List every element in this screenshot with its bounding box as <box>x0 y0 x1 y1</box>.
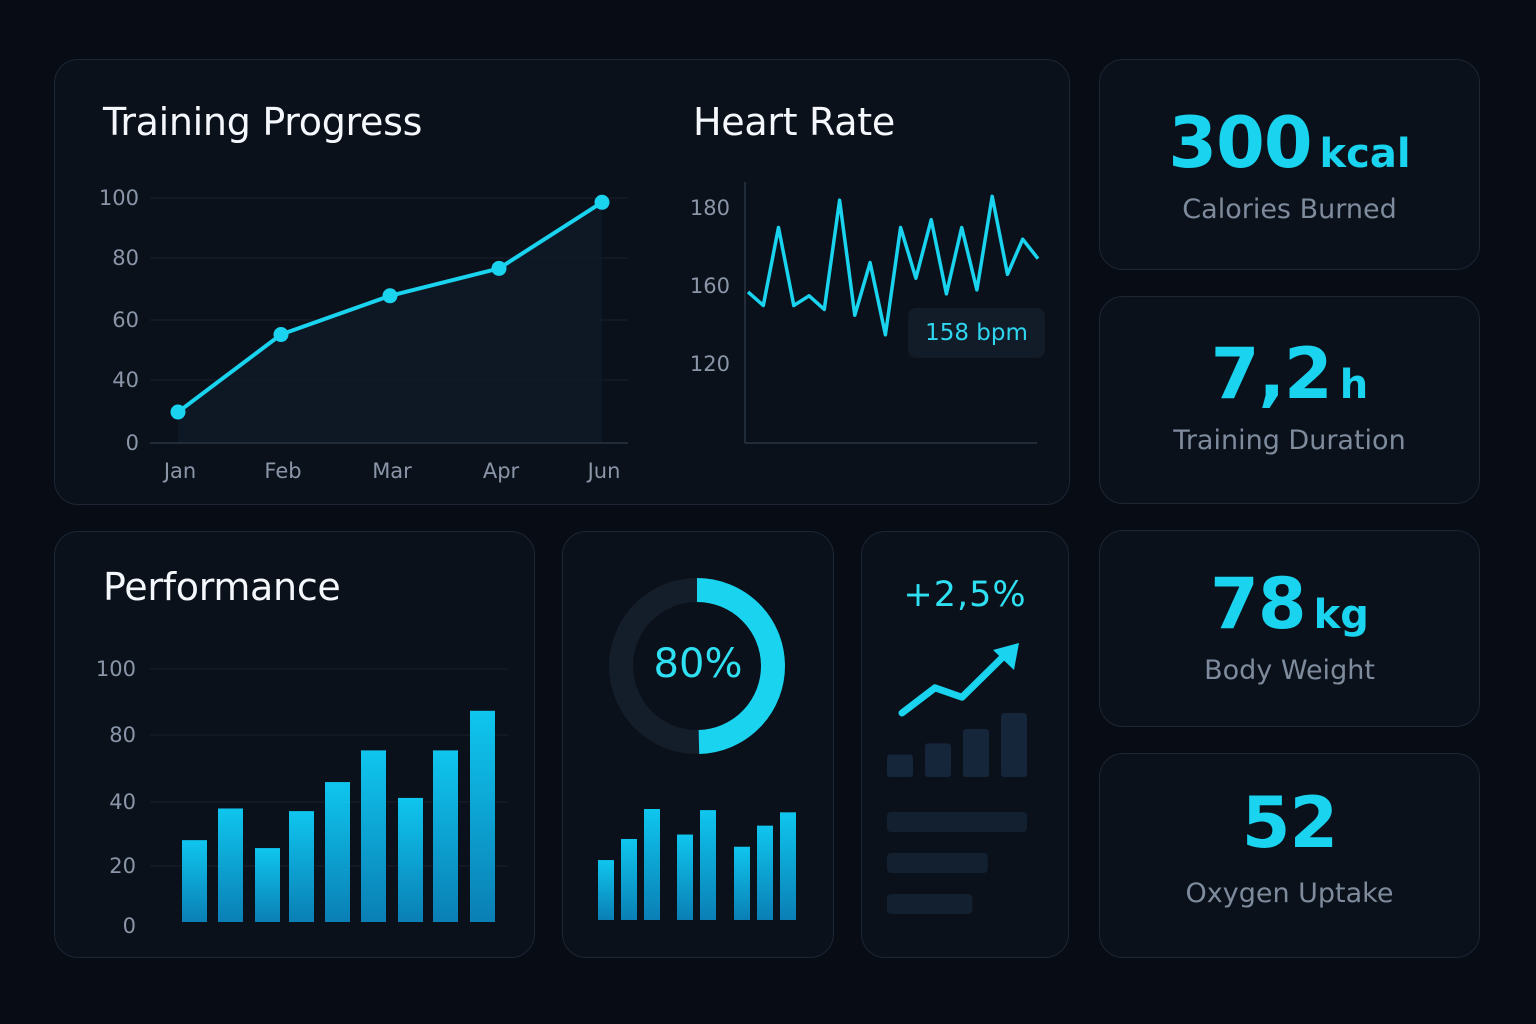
performance-y-tick: 40 <box>109 790 136 814</box>
mini-bar <box>677 834 693 920</box>
performance-y-tick: 80 <box>109 723 136 747</box>
performance-title: Performance <box>103 565 341 609</box>
performance-bar <box>470 710 495 922</box>
growth-bar <box>925 743 951 777</box>
mini-bar <box>598 860 614 920</box>
growth-bar <box>1001 713 1027 777</box>
growth-hbar <box>887 894 973 914</box>
weight-card: 78 kg Body Weight <box>1099 530 1480 727</box>
growth-hbar <box>887 812 1027 832</box>
heart-y-tick: 120 <box>690 352 730 376</box>
training-y-tick: 0 <box>126 431 139 455</box>
duration-label: Training Duration <box>1173 425 1406 456</box>
training-point <box>594 194 610 210</box>
performance-bar <box>433 750 458 922</box>
oxygen-value: 52 <box>1241 782 1338 864</box>
performance-bar <box>325 782 350 922</box>
mini-bar <box>621 838 637 920</box>
performance-y-tick: 100 <box>96 657 136 681</box>
mini-bar <box>780 812 796 920</box>
training-x-tick: Jan <box>162 459 196 483</box>
weight-value: 78 kg <box>1210 563 1369 645</box>
training-point <box>491 260 507 276</box>
training-y-tick: 40 <box>112 368 139 392</box>
training-x-tick: Feb <box>264 459 301 483</box>
oxygen-card: 52 Oxygen Uptake <box>1099 753 1480 958</box>
performance-bar <box>289 811 314 922</box>
heart-y-tick: 180 <box>690 196 730 220</box>
training-progress-title: Training Progress <box>103 100 423 144</box>
performance-bar <box>218 808 243 922</box>
heart-rate-title: Heart Rate <box>693 100 895 144</box>
growth-trend-line <box>898 646 1014 717</box>
training-point <box>382 288 398 304</box>
growth-hbar <box>887 853 988 873</box>
heart-rate-tooltip: 158 bpm <box>908 308 1045 358</box>
performance-bar <box>255 848 280 922</box>
training-x-tick: Mar <box>372 459 412 483</box>
training-y-tick: 100 <box>99 186 139 210</box>
heart-series-line <box>746 194 1040 337</box>
performance-y-tick: 0 <box>123 914 136 938</box>
performance-bar <box>182 840 207 922</box>
calories-value: 300 kcal <box>1168 102 1411 184</box>
donut-percentage: 80% <box>653 641 743 687</box>
duration-value: 7,2 h <box>1210 333 1369 415</box>
training-area <box>178 202 602 442</box>
training-y-tick: 60 <box>112 308 139 332</box>
training-x-tick: Apr <box>483 459 520 483</box>
training-point <box>273 327 289 343</box>
duration-card: 7,2 h Training Duration <box>1099 296 1480 504</box>
performance-bar <box>361 750 386 922</box>
oxygen-label: Oxygen Uptake <box>1185 878 1394 909</box>
mini-bar <box>644 809 660 920</box>
growth-percentage: +2,5% <box>903 575 1027 615</box>
mini-bar <box>734 846 750 920</box>
mini-bar <box>700 810 716 920</box>
training-y-tick: 80 <box>112 246 139 270</box>
growth-arrow-head <box>993 643 1019 670</box>
training-point <box>170 404 186 420</box>
performance-y-tick: 20 <box>109 854 136 878</box>
calories-card: 300 kcal Calories Burned <box>1099 59 1480 270</box>
growth-bar <box>963 729 989 777</box>
weight-label: Body Weight <box>1204 655 1375 686</box>
heart-y-tick: 160 <box>690 274 730 298</box>
performance-bar <box>398 797 423 922</box>
training-x-tick: Jun <box>586 459 621 483</box>
mini-bar <box>757 825 773 920</box>
growth-bar <box>887 754 913 777</box>
calories-label: Calories Burned <box>1182 194 1397 225</box>
donut-segment <box>696 578 785 754</box>
